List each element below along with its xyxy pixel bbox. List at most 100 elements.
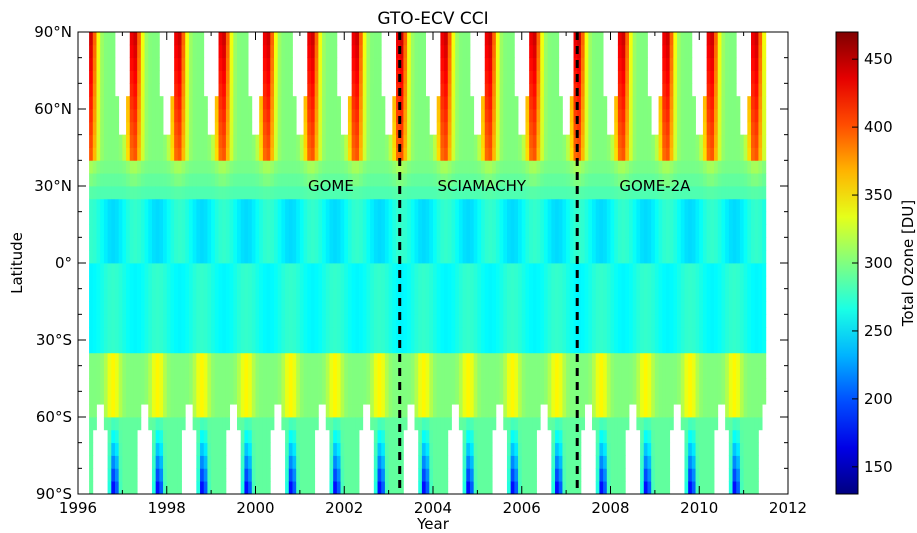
heatmap-cell [603,237,608,251]
heatmap-cell [240,391,245,405]
heatmap-cell [222,224,227,238]
heatmap-cell [592,365,597,379]
heatmap-cell [532,275,537,290]
heatmap-cell [580,83,586,97]
heatmap-cell [229,160,234,174]
heatmap-cell [336,224,341,238]
heatmap-cell [447,288,452,302]
heatmap-cell [133,121,138,136]
heatmap-cell [540,352,545,367]
heatmap-cell [377,198,382,213]
heatmap-cell [248,237,253,251]
heatmap-cell [89,288,94,302]
heatmap-cell [421,173,427,187]
heatmap-cell [170,186,175,200]
heatmap-cell [540,301,545,315]
heatmap-cell [632,250,637,264]
heatmap-cell [529,481,534,495]
heatmap-cell [580,44,586,59]
heatmap-cell [237,32,242,46]
heatmap-cell [214,186,219,200]
heatmap-cell [584,250,589,264]
heatmap-cell [473,352,478,367]
heatmap-cell [196,160,201,174]
heatmap-cell [244,83,249,97]
heatmap-cell [240,314,245,328]
heatmap-cell [344,250,349,264]
heatmap-cell [285,404,290,418]
heatmap-cell [521,147,526,161]
heatmap-cell [255,147,260,161]
heatmap-cell [577,96,582,110]
heatmap-cell [89,198,94,213]
heatmap-cell [140,70,145,84]
heatmap-cell [414,224,419,238]
heatmap-cell [473,160,478,174]
heatmap-cell [196,70,201,84]
heatmap-cell [492,57,497,71]
heatmap-cell [444,70,449,84]
heatmap-cell [111,32,116,46]
heatmap-cell [377,417,382,431]
heatmap-cell [377,455,382,469]
heatmap-cell [103,96,108,110]
heatmap-cell [521,417,526,431]
heatmap-cell [606,160,611,174]
heatmap-cell [651,481,656,495]
heatmap-cell [218,44,223,59]
heatmap-cell [388,468,393,482]
heatmap-cell [506,109,512,123]
heatmap-cell [107,365,112,379]
heatmap-cell [218,288,223,302]
heatmap-cell [174,32,179,46]
heatmap-cell [329,147,334,161]
heatmap-cell [318,237,323,251]
heatmap-cell [518,301,523,315]
heatmap-cell [466,378,471,392]
heatmap-cell [458,417,463,431]
heatmap-cell [503,263,508,277]
heatmap-cell [336,186,341,200]
heatmap-cell [654,365,659,379]
heatmap-cell [285,237,290,251]
heatmap-cell [370,109,375,123]
heatmap-cell [484,468,489,482]
heatmap-cell [251,237,256,251]
heatmap-cell [366,32,371,46]
heatmap-cell [277,109,282,123]
heatmap-cell [140,352,145,367]
heatmap-cell [336,481,341,495]
heatmap-cell [514,404,519,418]
heatmap-cell [129,211,134,225]
heatmap-cell [440,109,445,123]
heatmap-cell [140,340,145,354]
heatmap-cell [185,134,190,148]
heatmap-cell [451,211,456,225]
heatmap-cell [251,314,256,328]
heatmap-cell [362,186,367,200]
heatmap-cell [370,198,375,213]
heatmap-cell [651,404,656,418]
heatmap-cell [514,365,519,379]
heatmap-cell [421,340,427,354]
heatmap-cell [640,147,645,161]
heatmap-cell [425,365,430,379]
heatmap-cell [314,173,319,187]
heatmap-cell [399,391,404,405]
heatmap-cell [662,455,667,469]
heatmap-cell [251,186,256,200]
heatmap-cell [529,70,534,84]
heatmap-cell [155,404,160,418]
heatmap-cell [174,160,179,174]
heatmap-cell [377,442,382,456]
heatmap-cell [111,327,116,341]
heatmap-cell [277,147,282,161]
heatmap-cell [340,275,345,290]
heatmap-cell [414,340,419,354]
heatmap-cell [444,198,449,213]
heatmap-cell [558,301,563,315]
heatmap-cell [551,417,556,431]
heatmap-cell [621,404,626,418]
heatmap-cell [103,109,108,123]
heatmap-cell [140,327,145,341]
